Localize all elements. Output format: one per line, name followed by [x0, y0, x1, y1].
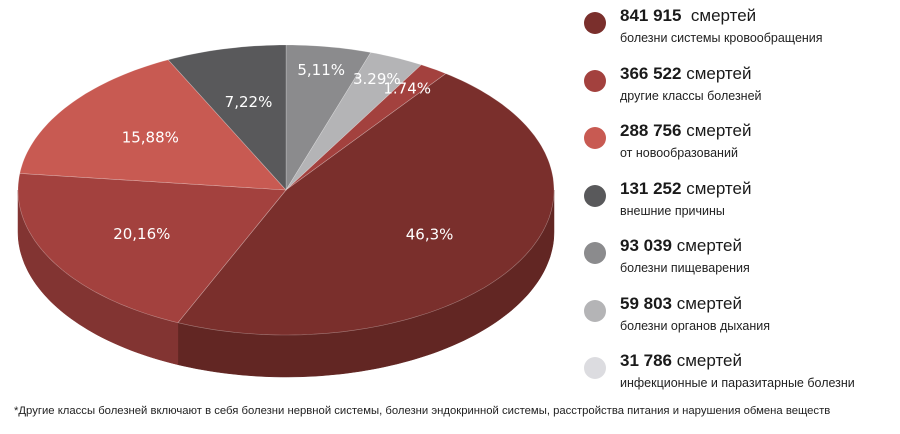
legend-item: 288 756 смертей от новообразований — [584, 121, 890, 179]
legend-desc: болезни системы кровообращения — [620, 31, 823, 45]
pie-slice — [285, 44, 372, 192]
pie-slice — [19, 59, 287, 191]
legend-desc: болезни органов дыхания — [620, 318, 770, 333]
legend-count: 31 786 смертей — [620, 351, 743, 370]
legend-item: 93 039 смертей болезни пищеварения — [584, 236, 890, 294]
legend-swatch — [584, 127, 606, 149]
legend-item: 841 915 смертей болезни системы кровообра… — [584, 6, 890, 64]
slice-label: 7,22% — [225, 93, 273, 111]
pie-slice — [177, 73, 555, 336]
slice-label: 15,88% — [122, 129, 179, 147]
pie-slice — [167, 44, 287, 191]
pie-labels: 5,11% 3.29%1.74% 46,3% 20,16% 15,88% 7,22% — [113, 61, 453, 244]
legend-swatch — [584, 184, 606, 207]
legend-swatch — [584, 357, 606, 379]
pie-tops — [17, 44, 555, 336]
slice-label: 20,16% — [113, 225, 170, 243]
pie-slice — [17, 173, 287, 324]
legend-count: 288 756 смертей — [620, 121, 752, 140]
legend-count: 59 803 смертей — [620, 293, 743, 313]
legend-swatch — [584, 12, 606, 34]
pie-slice — [285, 52, 422, 191]
pie-chart: 5,11% 3.29%1.74% 46,3% 20,16% 15,88% 7,22% — [17, 44, 555, 378]
legend-item: 31 786 смертей инфекционные и паразитарны… — [584, 351, 890, 409]
slice-label: 46,3% — [406, 226, 454, 244]
pie-slice — [285, 64, 447, 191]
legend-desc: внешние причины — [620, 203, 725, 218]
legend-item: 131 252 смертей внешние причины — [584, 179, 890, 237]
legend-desc: болезни пищеварения — [620, 261, 750, 275]
slice-label: 3.29% — [353, 70, 401, 88]
legend-swatch — [584, 242, 606, 264]
legend-count: 841 915 смертей — [620, 6, 757, 25]
slice-label: 5,11% — [297, 61, 345, 79]
legend-desc: инфекционные и паразитарные болезни — [620, 376, 855, 390]
legend-item: 59 803 смертей болезни органов дыхания — [584, 294, 890, 352]
legend: 841 915 смертей болезни системы кровообра… — [584, 6, 890, 409]
legend-count: 131 252 смертей — [620, 178, 752, 198]
legend-count: 93 039 смертей — [620, 236, 743, 255]
slice-label: 1.74% — [383, 79, 431, 97]
legend-item: 366 522 смертей другие классы болезней — [584, 64, 890, 122]
legend-desc: другие классы болезней — [620, 88, 762, 103]
footnote: *Другие классы болезней включают в себя … — [14, 405, 831, 417]
legend-swatch — [584, 299, 606, 322]
legend-desc: от новообразований — [620, 146, 738, 160]
legend-count: 366 522 смертей — [620, 63, 752, 83]
legend-swatch — [584, 69, 606, 92]
